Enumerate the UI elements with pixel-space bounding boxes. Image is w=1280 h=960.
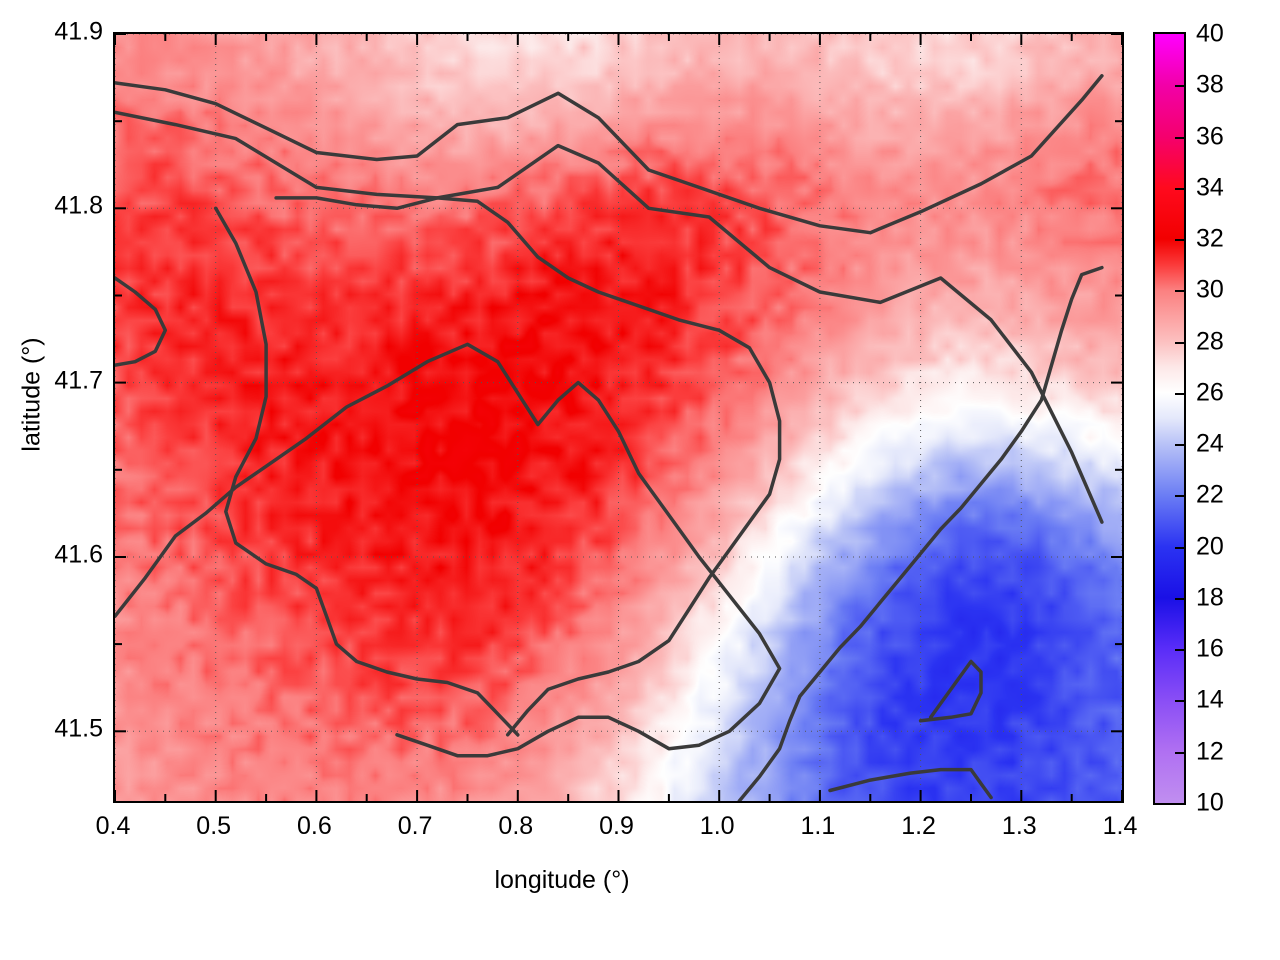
colorbar-tick (1175, 751, 1186, 754)
colorbar-tick-label: 36 (1196, 122, 1224, 151)
colorbar-tick (1175, 85, 1186, 88)
colorbar-tickmarks (1153, 32, 1186, 805)
colorbar-tick-label: 18 (1196, 583, 1224, 612)
colorbar-tick (1175, 136, 1186, 139)
colorbar-tick (1175, 649, 1186, 652)
colorbar-tick-label: 24 (1196, 429, 1224, 458)
colorbar-gradient (1153, 32, 1186, 805)
y-axis-ticks: 41.5 41.6 41.7 41.8 41.9 (0, 0, 103, 960)
x-tick-label: 1.0 (699, 812, 735, 840)
colorbar-tick-label: 14 (1196, 685, 1224, 714)
y-tick-label: 41.8 (54, 191, 103, 220)
x-tick-label: 1.2 (901, 812, 936, 840)
colorbar-tick (1175, 495, 1186, 498)
colorbar-tick-label: 38 (1196, 70, 1224, 99)
y-axis-label: latitude (°) (17, 337, 46, 452)
x-tick-label: 0.6 (297, 812, 332, 840)
colorbar-tick-label: 32 (1196, 224, 1224, 253)
colorbar-tick-label: 26 (1196, 378, 1224, 407)
x-tick-label: 1.4 (1102, 812, 1138, 840)
colorbar-tick-label: 34 (1196, 173, 1224, 202)
y-tick-label: 41.7 (54, 366, 103, 395)
x-tick-label: 0.7 (397, 812, 433, 840)
heatmap-canvas (115, 34, 1122, 801)
colorbar-tick (1175, 341, 1186, 344)
colorbar-tick (1175, 392, 1186, 395)
colorbar-tick-label: 28 (1196, 327, 1224, 356)
plot-area[interactable] (113, 32, 1124, 803)
colorbar-tick-label: 30 (1196, 275, 1224, 304)
colorbar-tick-label: 20 (1196, 532, 1224, 561)
x-axis-label: longitude (°) (494, 866, 630, 894)
colorbar-tick-label: 40 (1196, 19, 1224, 48)
x-tick-label: 1.3 (1001, 812, 1037, 840)
colorbar-tick (1175, 546, 1186, 549)
colorbar-tick (1175, 239, 1186, 242)
x-tick-label: 0.4 (95, 812, 131, 840)
colorbar-tick (1175, 290, 1186, 293)
y-tick-label: 41.5 (54, 714, 103, 743)
colorbar-tick (1175, 187, 1186, 190)
colorbar-tick-label: 10 (1196, 788, 1224, 817)
colorbar[interactable] (1153, 32, 1186, 805)
y-tick-label: 41.9 (54, 17, 103, 46)
x-tick-label: 0.9 (599, 812, 634, 840)
y-tick-label: 41.6 (54, 540, 103, 569)
x-tick-label: 0.8 (498, 812, 534, 840)
colorbar-tick-label: 12 (1196, 737, 1224, 766)
colorbar-tick (1175, 597, 1186, 600)
colorbar-tick (1175, 444, 1186, 447)
colorbar-tick-label: 22 (1196, 480, 1224, 509)
colorbar-tick-label: 16 (1196, 634, 1224, 663)
colorbar-tick (1175, 700, 1186, 703)
x-tick-label: 0.5 (196, 812, 232, 840)
x-tick-label: 1.1 (800, 812, 836, 840)
